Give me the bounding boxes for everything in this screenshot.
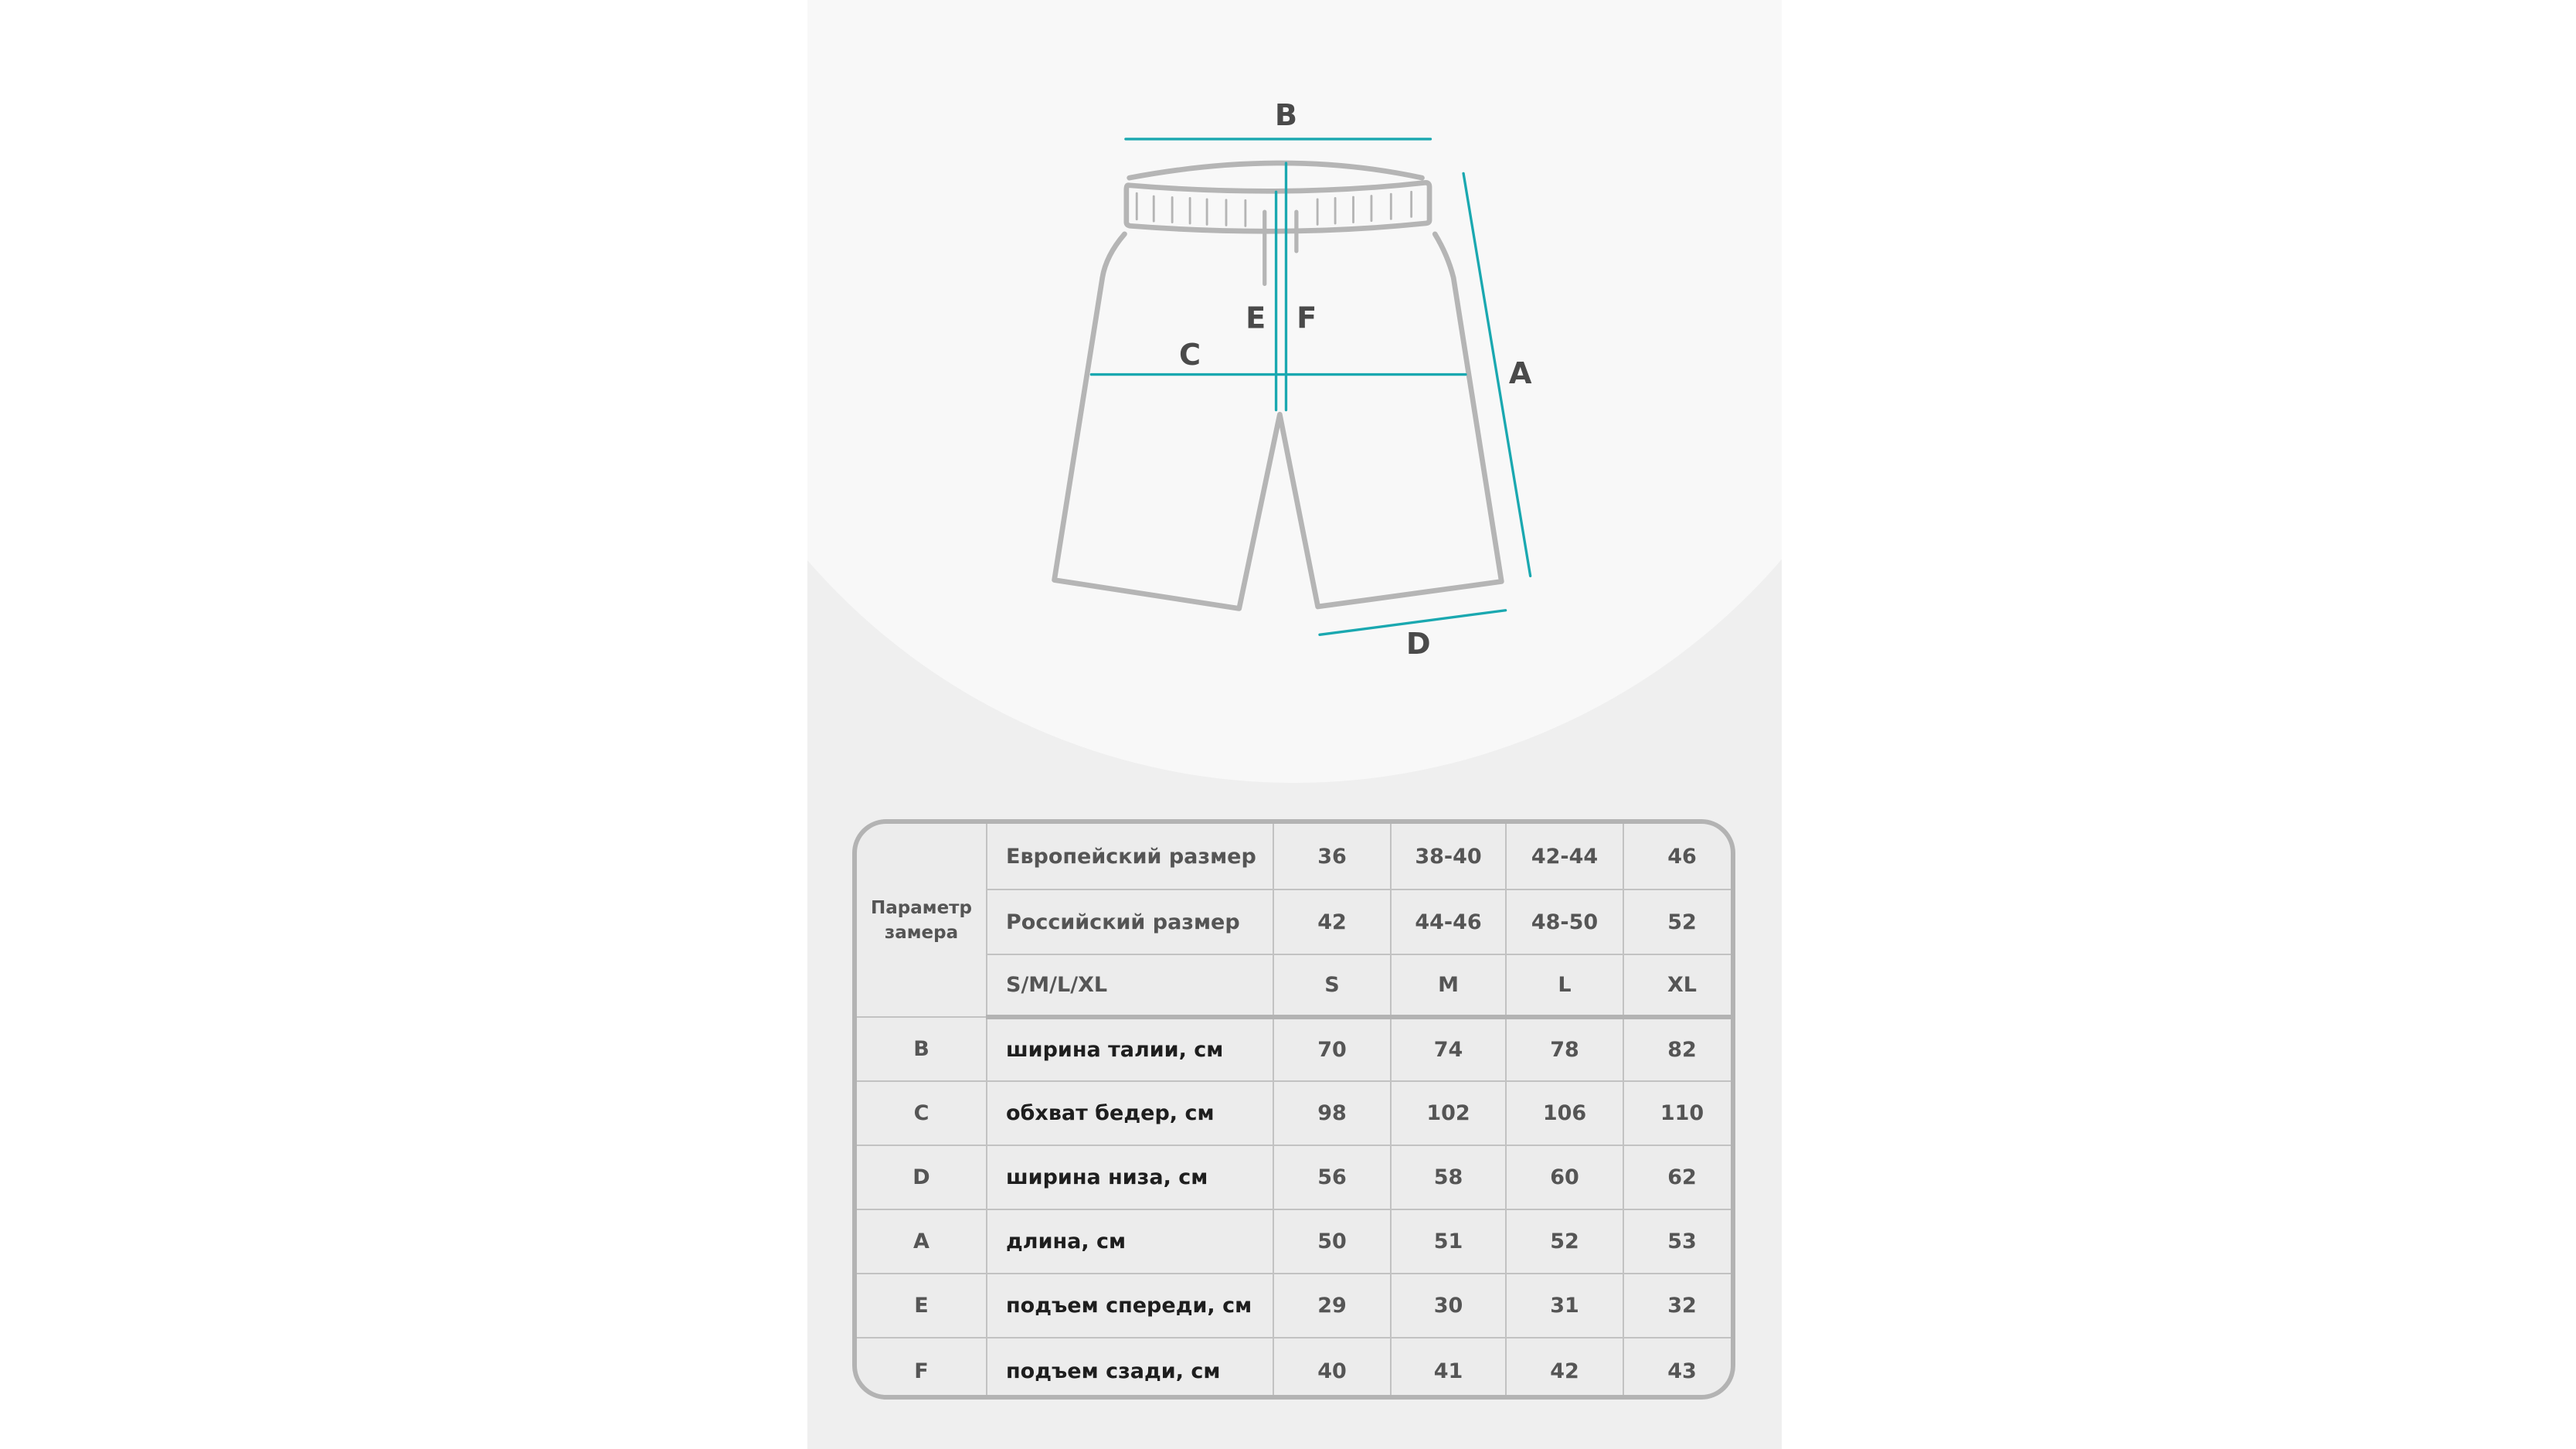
param-header: Параметр замера (857, 824, 987, 1018)
measure-value: 30 (1390, 1273, 1507, 1338)
label-d: D (1406, 627, 1431, 662)
measure-value: 58 (1390, 1145, 1507, 1210)
background-circle (807, 0, 1782, 783)
measure-value: 43 (1623, 1337, 1731, 1395)
measure-code: E (857, 1273, 987, 1338)
measure-label: подъем сзади, см (986, 1337, 1274, 1395)
measure-value: 56 (1273, 1145, 1392, 1210)
measure-value: 106 (1505, 1080, 1624, 1146)
shorts-outline (1052, 160, 1504, 611)
measure-value: 82 (1623, 1017, 1731, 1082)
measure-value: 70 (1273, 1017, 1392, 1082)
size-value: 52 (1623, 889, 1731, 955)
measure-label: ширина низа, см (986, 1145, 1274, 1210)
measure-value: 53 (1623, 1209, 1731, 1274)
size-chart-panel: B E F C A D Параметр замера Европейский ра… (807, 0, 1782, 1449)
size-value: 42-44 (1505, 824, 1624, 890)
label-c: C (1179, 338, 1201, 372)
size-value: 36 (1273, 824, 1392, 890)
measure-value: 40 (1273, 1337, 1392, 1395)
shorts-diagram: B E F C A D (1052, 98, 1532, 662)
size-table: Параметр замера Европейский размер 36 38-40 4… (852, 819, 1735, 1400)
size-header-row: Российский размер 42 44-46 48-50 52 (857, 889, 1731, 955)
measure-value: 52 (1505, 1209, 1624, 1274)
label-e: E (1246, 301, 1266, 335)
measure-code: B (857, 1017, 987, 1082)
label-b: B (1275, 98, 1297, 133)
measure-value: 29 (1273, 1273, 1392, 1338)
measure-value: 60 (1505, 1145, 1624, 1210)
measure-label: длина, см (986, 1209, 1274, 1274)
size-header-row: S/M/L/XL S M L XL (857, 954, 1731, 1019)
size-value: 46 (1623, 824, 1731, 890)
measure-code: F (857, 1337, 987, 1395)
measure-value: 42 (1505, 1337, 1624, 1395)
label-f: F (1296, 301, 1317, 335)
measure-value: 50 (1273, 1209, 1392, 1274)
size-header: Параметр замера Европейский размер 36 38-40 4… (857, 824, 1731, 1019)
measure-value: 41 (1390, 1337, 1507, 1395)
measurement-lines (1089, 138, 1532, 637)
measure-value: 78 (1505, 1017, 1624, 1082)
measure-value: 51 (1390, 1209, 1507, 1274)
measure-label: подъем спереди, см (986, 1273, 1274, 1338)
size-value: 42 (1273, 889, 1392, 955)
measure-code: A (857, 1209, 987, 1274)
measure-value: 110 (1623, 1080, 1731, 1146)
measure-value: 62 (1623, 1145, 1731, 1210)
measure-value: 32 (1623, 1273, 1731, 1338)
measure-value: 102 (1390, 1080, 1507, 1146)
measure-label: ширина талии, см (986, 1017, 1274, 1082)
size-value: 44-46 (1390, 889, 1507, 955)
measure-code: D (857, 1145, 987, 1210)
size-system-label: Европейский размер (986, 824, 1274, 890)
size-value: 48-50 (1505, 889, 1624, 955)
size-system-label: Российский размер (987, 889, 1274, 955)
measure-label: обхват бедер, см (986, 1080, 1274, 1146)
size-system-label: S/M/L/XL (987, 954, 1274, 1019)
size-value: 38-40 (1390, 824, 1507, 890)
measure-line-d (1318, 609, 1507, 637)
size-header-row: Параметр замера Европейский размер 36 38-40 4… (857, 824, 1731, 1018)
measure-code: C (857, 1080, 987, 1146)
size-value: L (1505, 954, 1624, 1019)
measure-value: 74 (1390, 1017, 1507, 1082)
size-value: S (1273, 954, 1392, 1019)
label-a: A (1509, 356, 1532, 391)
size-value: XL (1623, 954, 1731, 1019)
measure-value: 98 (1273, 1080, 1392, 1146)
size-value: M (1390, 954, 1507, 1019)
measure-line-a (1462, 172, 1532, 577)
measure-value: 31 (1505, 1273, 1624, 1338)
